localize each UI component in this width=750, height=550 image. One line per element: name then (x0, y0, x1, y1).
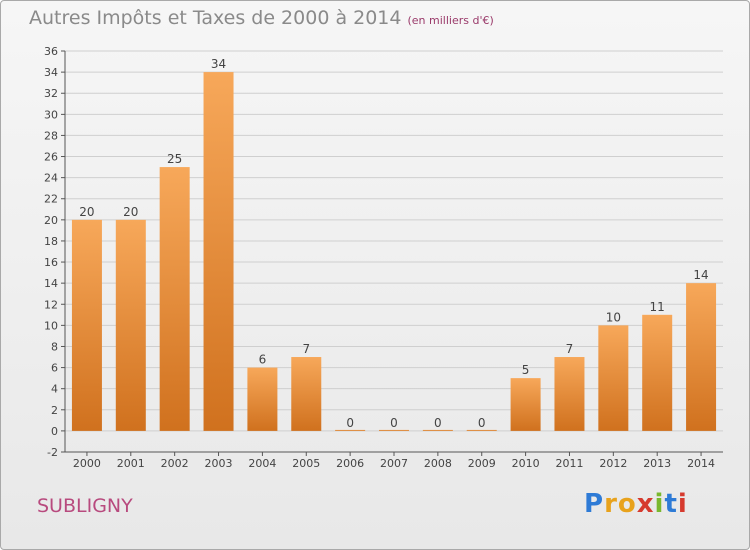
y-tick-label: 16 (44, 256, 58, 269)
value-label-2002: 25 (167, 152, 182, 166)
y-tick-label: 8 (51, 340, 58, 353)
bar-2002 (159, 167, 190, 431)
value-label-2000: 20 (79, 205, 94, 219)
y-tick-label: 6 (51, 362, 58, 375)
x-tick-label-2001: 2001 (117, 457, 145, 470)
value-label-2012: 10 (606, 310, 621, 324)
value-label-2007: 0 (390, 416, 398, 430)
value-label-2004: 6 (259, 353, 267, 367)
x-tick-label-2008: 2008 (424, 457, 452, 470)
y-tick-label: 30 (44, 108, 58, 121)
y-tick-label: 4 (51, 383, 58, 396)
commune-name: SUBLIGNY (37, 495, 133, 517)
chart-subtitle: (en milliers d'€) (407, 14, 494, 27)
bar-2013 (642, 314, 673, 431)
y-tick-label: 20 (44, 214, 58, 227)
logo-letter: i (654, 489, 665, 519)
y-tick-label: 32 (44, 87, 58, 100)
x-tick-labels: 2000 2001 2002 2003 2004 2005 2006 2007 2008 2009… (73, 457, 715, 470)
value-label-2005: 7 (302, 342, 310, 356)
value-label-2009: 0 (478, 416, 486, 430)
y-tick-label: 34 (44, 66, 58, 79)
y-tick-label: 18 (44, 235, 58, 248)
chart-title: Autres Impôts et Taxes de 2000 à 2014 (en… (29, 7, 494, 29)
y-tick-label: 2 (51, 404, 58, 417)
logo-letter: x (636, 489, 655, 519)
bar-2005 (291, 357, 322, 431)
x-tick-label-2009: 2009 (468, 457, 496, 470)
value-label-2011: 7 (566, 342, 574, 356)
proxiti-logo[interactable]: Proxiti (584, 489, 688, 519)
y-tick-label: -2 (47, 446, 58, 459)
y-tick-label: 26 (44, 151, 58, 164)
x-tick-label-2012: 2012 (599, 457, 627, 470)
bar-2010 (510, 378, 541, 431)
x-tick-label-2004: 2004 (248, 457, 276, 470)
value-labels: 20 20 25 34 6 7 0 0 0 0 5 7 10 11 14 (79, 57, 708, 430)
y-tick-label: 28 (44, 129, 58, 142)
value-label-2008: 0 (434, 416, 442, 430)
logo-letter: P (584, 489, 605, 519)
bar-2009 (466, 429, 497, 431)
y-tick-label: 24 (44, 172, 58, 185)
y-tick-label: 14 (44, 277, 58, 290)
x-tick-label-2003: 2003 (205, 457, 233, 470)
bar-2008 (422, 429, 453, 431)
axes (61, 50, 723, 456)
bar-2003 (203, 72, 234, 431)
bar-2006 (335, 429, 366, 431)
x-tick-label-2011: 2011 (555, 457, 583, 470)
value-label-2006: 0 (346, 416, 354, 430)
logo-letter: i (677, 489, 688, 519)
value-label-2003: 34 (211, 57, 226, 71)
x-tick-label-2005: 2005 (292, 457, 320, 470)
bar-2007 (379, 429, 409, 431)
y-tick-label: 36 (44, 45, 58, 58)
y-tick-label: 0 (51, 425, 58, 438)
value-label-2013: 11 (650, 300, 665, 314)
bar-2001 (115, 219, 146, 431)
x-tick-label-2010: 2010 (512, 457, 540, 470)
x-tick-label-2006: 2006 (336, 457, 364, 470)
bar-2014 (686, 283, 717, 431)
x-tick-label-2007: 2007 (380, 457, 408, 470)
logo-letter: t (664, 489, 678, 519)
logo-letter: r (604, 489, 618, 519)
bar-2012 (598, 325, 629, 431)
x-tick-label-2014: 2014 (687, 457, 715, 470)
chart-title-text: Autres Impôts et Taxes de 2000 à 2014 (29, 7, 402, 29)
value-label-2010: 5 (522, 363, 530, 377)
bar-2004 (247, 367, 278, 431)
logo-letter: o (617, 489, 637, 519)
value-label-2001: 20 (123, 205, 138, 219)
bar-2011 (554, 357, 585, 431)
x-tick-label-2013: 2013 (643, 457, 671, 470)
y-tick-label: 10 (44, 319, 58, 332)
y-tick-label: 12 (44, 298, 58, 311)
bars (71, 72, 717, 431)
bar-2000 (71, 219, 102, 431)
value-label-2014: 14 (693, 268, 708, 282)
y-tick-label: 22 (44, 193, 58, 206)
x-tick-label-2000: 2000 (73, 457, 101, 470)
x-tick-label-2002: 2002 (161, 457, 189, 470)
